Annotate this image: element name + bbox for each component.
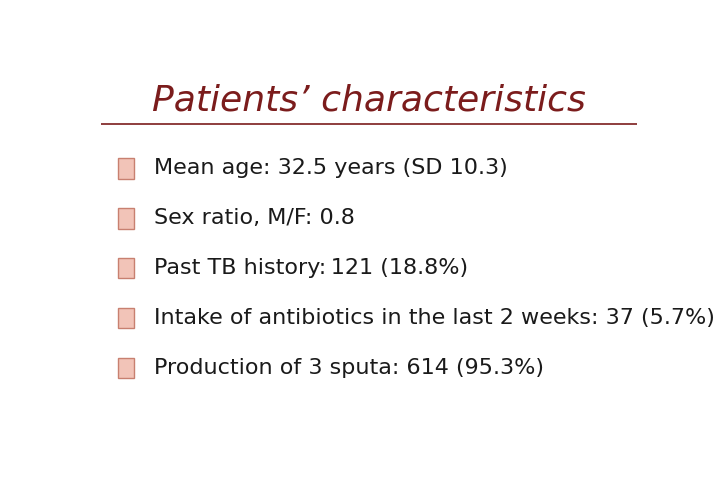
FancyBboxPatch shape — [119, 158, 134, 179]
FancyBboxPatch shape — [119, 258, 134, 278]
FancyBboxPatch shape — [119, 308, 134, 328]
Text: Patients’ characteristics: Patients’ characteristics — [152, 84, 586, 118]
Text: Intake of antibiotics in the last 2 weeks: 37 (5.7%): Intake of antibiotics in the last 2 week… — [154, 308, 715, 328]
Text: Production of 3 sputa: 614 (95.3%): Production of 3 sputa: 614 (95.3%) — [154, 358, 544, 378]
Text: Mean age: 32.5 years (SD 10.3): Mean age: 32.5 years (SD 10.3) — [154, 158, 508, 179]
FancyBboxPatch shape — [119, 208, 134, 228]
Text: Sex ratio, M/F: 0.8: Sex ratio, M/F: 0.8 — [154, 208, 355, 228]
FancyBboxPatch shape — [119, 358, 134, 378]
Text: Past TB history: 121 (18.8%): Past TB history: 121 (18.8%) — [154, 258, 468, 278]
